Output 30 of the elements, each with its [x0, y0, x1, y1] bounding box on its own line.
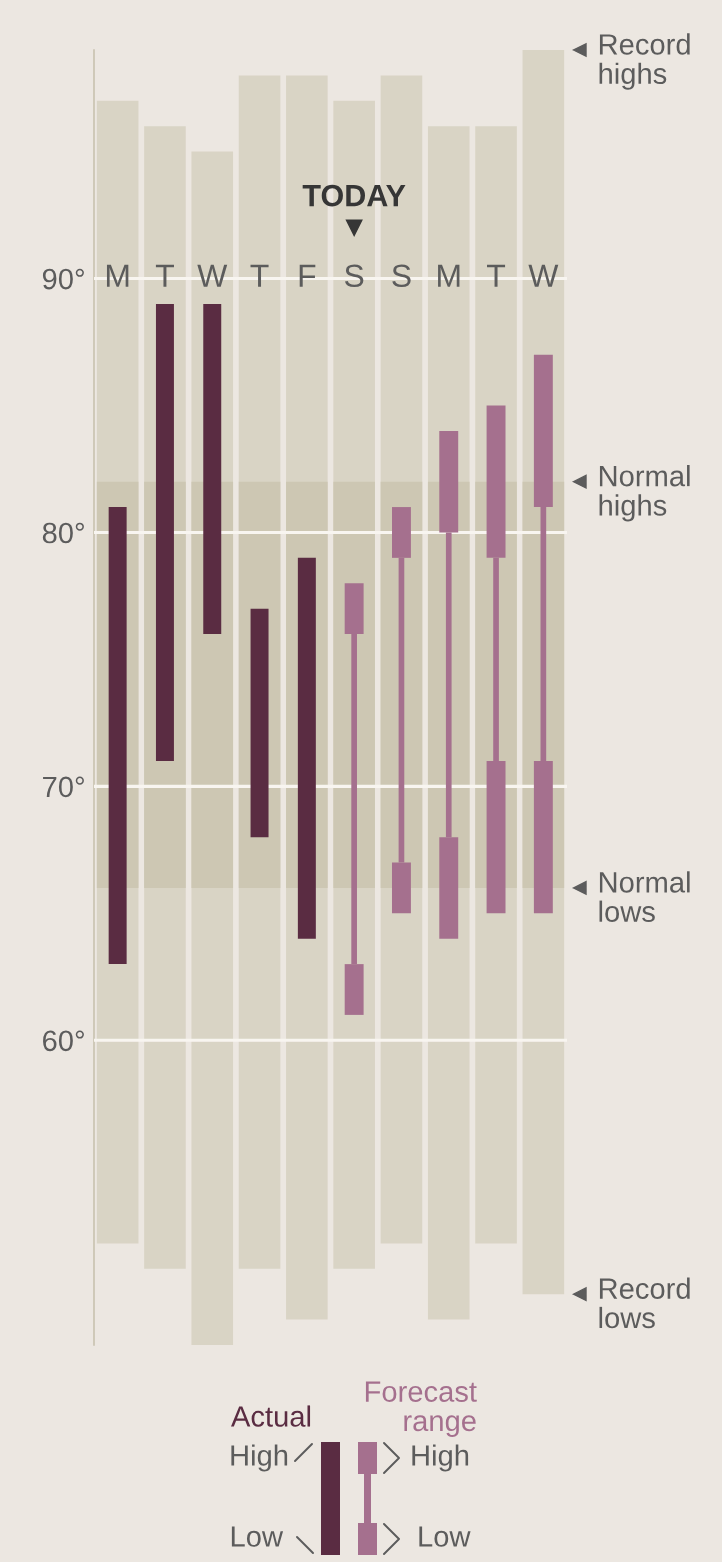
text: Actual	[231, 1405, 311, 1427]
text: Low	[419, 1526, 471, 1547]
text: Normal highs	[599, 465, 690, 522]
text: Normal lows	[599, 871, 690, 922]
y-tick-label: 70°	[43, 776, 84, 798]
text: Forecast range	[365, 1381, 477, 1437]
x-tick-label: S	[344, 264, 364, 288]
text: Low	[231, 1526, 284, 1547]
x-tick-label: W	[528, 264, 559, 287]
bar	[297, 557, 316, 939]
x-tick-label: T	[155, 264, 174, 287]
bar	[203, 303, 222, 635]
x-tick-label: T	[487, 264, 506, 287]
annotation: TODAY	[302, 184, 406, 207]
text: High	[412, 1444, 469, 1472]
text: Record lows	[599, 1277, 690, 1329]
text: Record highs	[599, 33, 690, 90]
x-tick-label: F	[299, 264, 316, 287]
bar	[250, 608, 269, 838]
text: High	[231, 1444, 288, 1472]
x-tick-label: T	[250, 264, 269, 287]
x-tick-label: W	[197, 264, 228, 287]
x-tick-label: M	[438, 264, 460, 287]
y-tick-label: 60°	[43, 1030, 84, 1052]
y-tick-label: 90°	[42, 268, 84, 290]
x-tick-label: M	[106, 264, 129, 287]
x-tick-label: S	[392, 264, 411, 288]
bar	[108, 507, 127, 965]
bar	[155, 303, 174, 761]
y-tick-label: 80°	[42, 522, 84, 544]
